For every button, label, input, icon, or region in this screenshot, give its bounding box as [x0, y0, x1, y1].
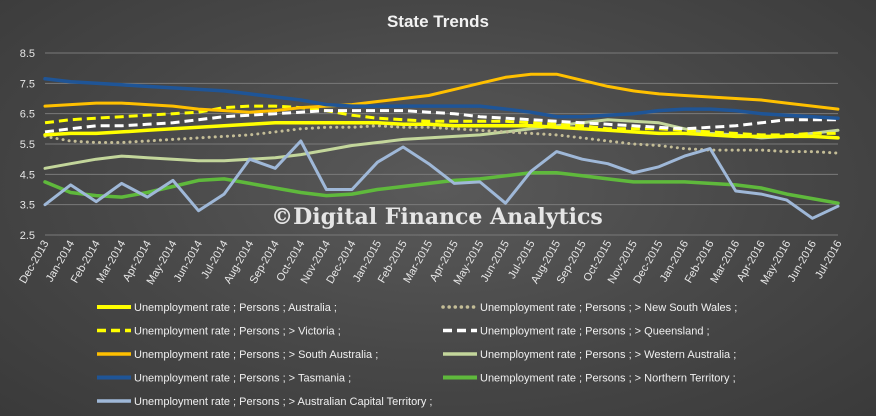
x-axis-tick-labels: Dec-2013Jan-2014Feb-2014Mar-2014Apr-2014… — [17, 238, 844, 286]
legend-item: Unemployment rate ; Persons ; > Northern… — [443, 373, 736, 385]
legend-item: Unemployment rate ; Persons ; > Victoria… — [97, 326, 341, 338]
legend-label: Unemployment rate ; Persons ; > Australi… — [134, 396, 432, 408]
series-line — [43, 121, 840, 140]
y-axis-tick-labels: 2.5 3.5 4.5 5.5 6.5 7.5 8.5 — [20, 48, 35, 242]
series-line — [44, 104, 838, 137]
y-tick-label: 5.5 — [20, 139, 35, 151]
legend-item: Unemployment rate ; Persons ; > Tasmania… — [97, 373, 351, 385]
watermark: ©Digital Finance Analytics — [271, 204, 603, 230]
legend-label: Unemployment rate ; Persons ; Australia … — [134, 302, 337, 314]
chart-title: State Trends — [387, 12, 489, 31]
series-line — [44, 109, 838, 134]
legend-label: Unemployment rate ; Persons ; > Northern… — [480, 373, 736, 385]
y-tick-label: 8.5 — [20, 48, 35, 60]
y-tick-label: 7.5 — [20, 78, 35, 90]
legend-item: Unemployment rate ; Persons ; > Western … — [443, 349, 736, 361]
legend-item: Unemployment rate ; Persons ; Australia … — [97, 302, 337, 314]
series-line — [43, 72, 840, 114]
legend-item: Unemployment rate ; Persons ; > Australi… — [97, 396, 432, 408]
y-tick-label: 6.5 — [20, 109, 35, 121]
legend: Unemployment rate ; Persons ; Australia … — [97, 302, 737, 408]
series-line — [43, 124, 840, 155]
legend-label: Unemployment rate ; Persons ; > Queensla… — [480, 326, 710, 338]
y-tick-label: 3.5 — [20, 200, 35, 212]
legend-label: Unemployment rate ; Persons ; > Tasmania… — [134, 373, 351, 385]
legend-label: Unemployment rate ; Persons ; > Victoria… — [134, 326, 341, 338]
legend-item: Unemployment rate ; Persons ; > New Sout… — [441, 302, 737, 314]
y-tick-label: 4.5 — [20, 169, 35, 181]
legend-item: Unemployment rate ; Persons ; > Queensla… — [443, 326, 710, 338]
legend-label: Unemployment rate ; Persons ; > New Sout… — [480, 302, 737, 314]
series-line — [43, 77, 840, 120]
series-lines — [43, 72, 840, 220]
series-line — [43, 139, 840, 220]
legend-label: Unemployment rate ; Persons ; > South Au… — [134, 349, 378, 361]
legend-label: Unemployment rate ; Persons ; > Western … — [480, 349, 736, 361]
y-tick-label: 2.5 — [20, 230, 35, 242]
legend-item: Unemployment rate ; Persons ; > South Au… — [97, 349, 378, 361]
